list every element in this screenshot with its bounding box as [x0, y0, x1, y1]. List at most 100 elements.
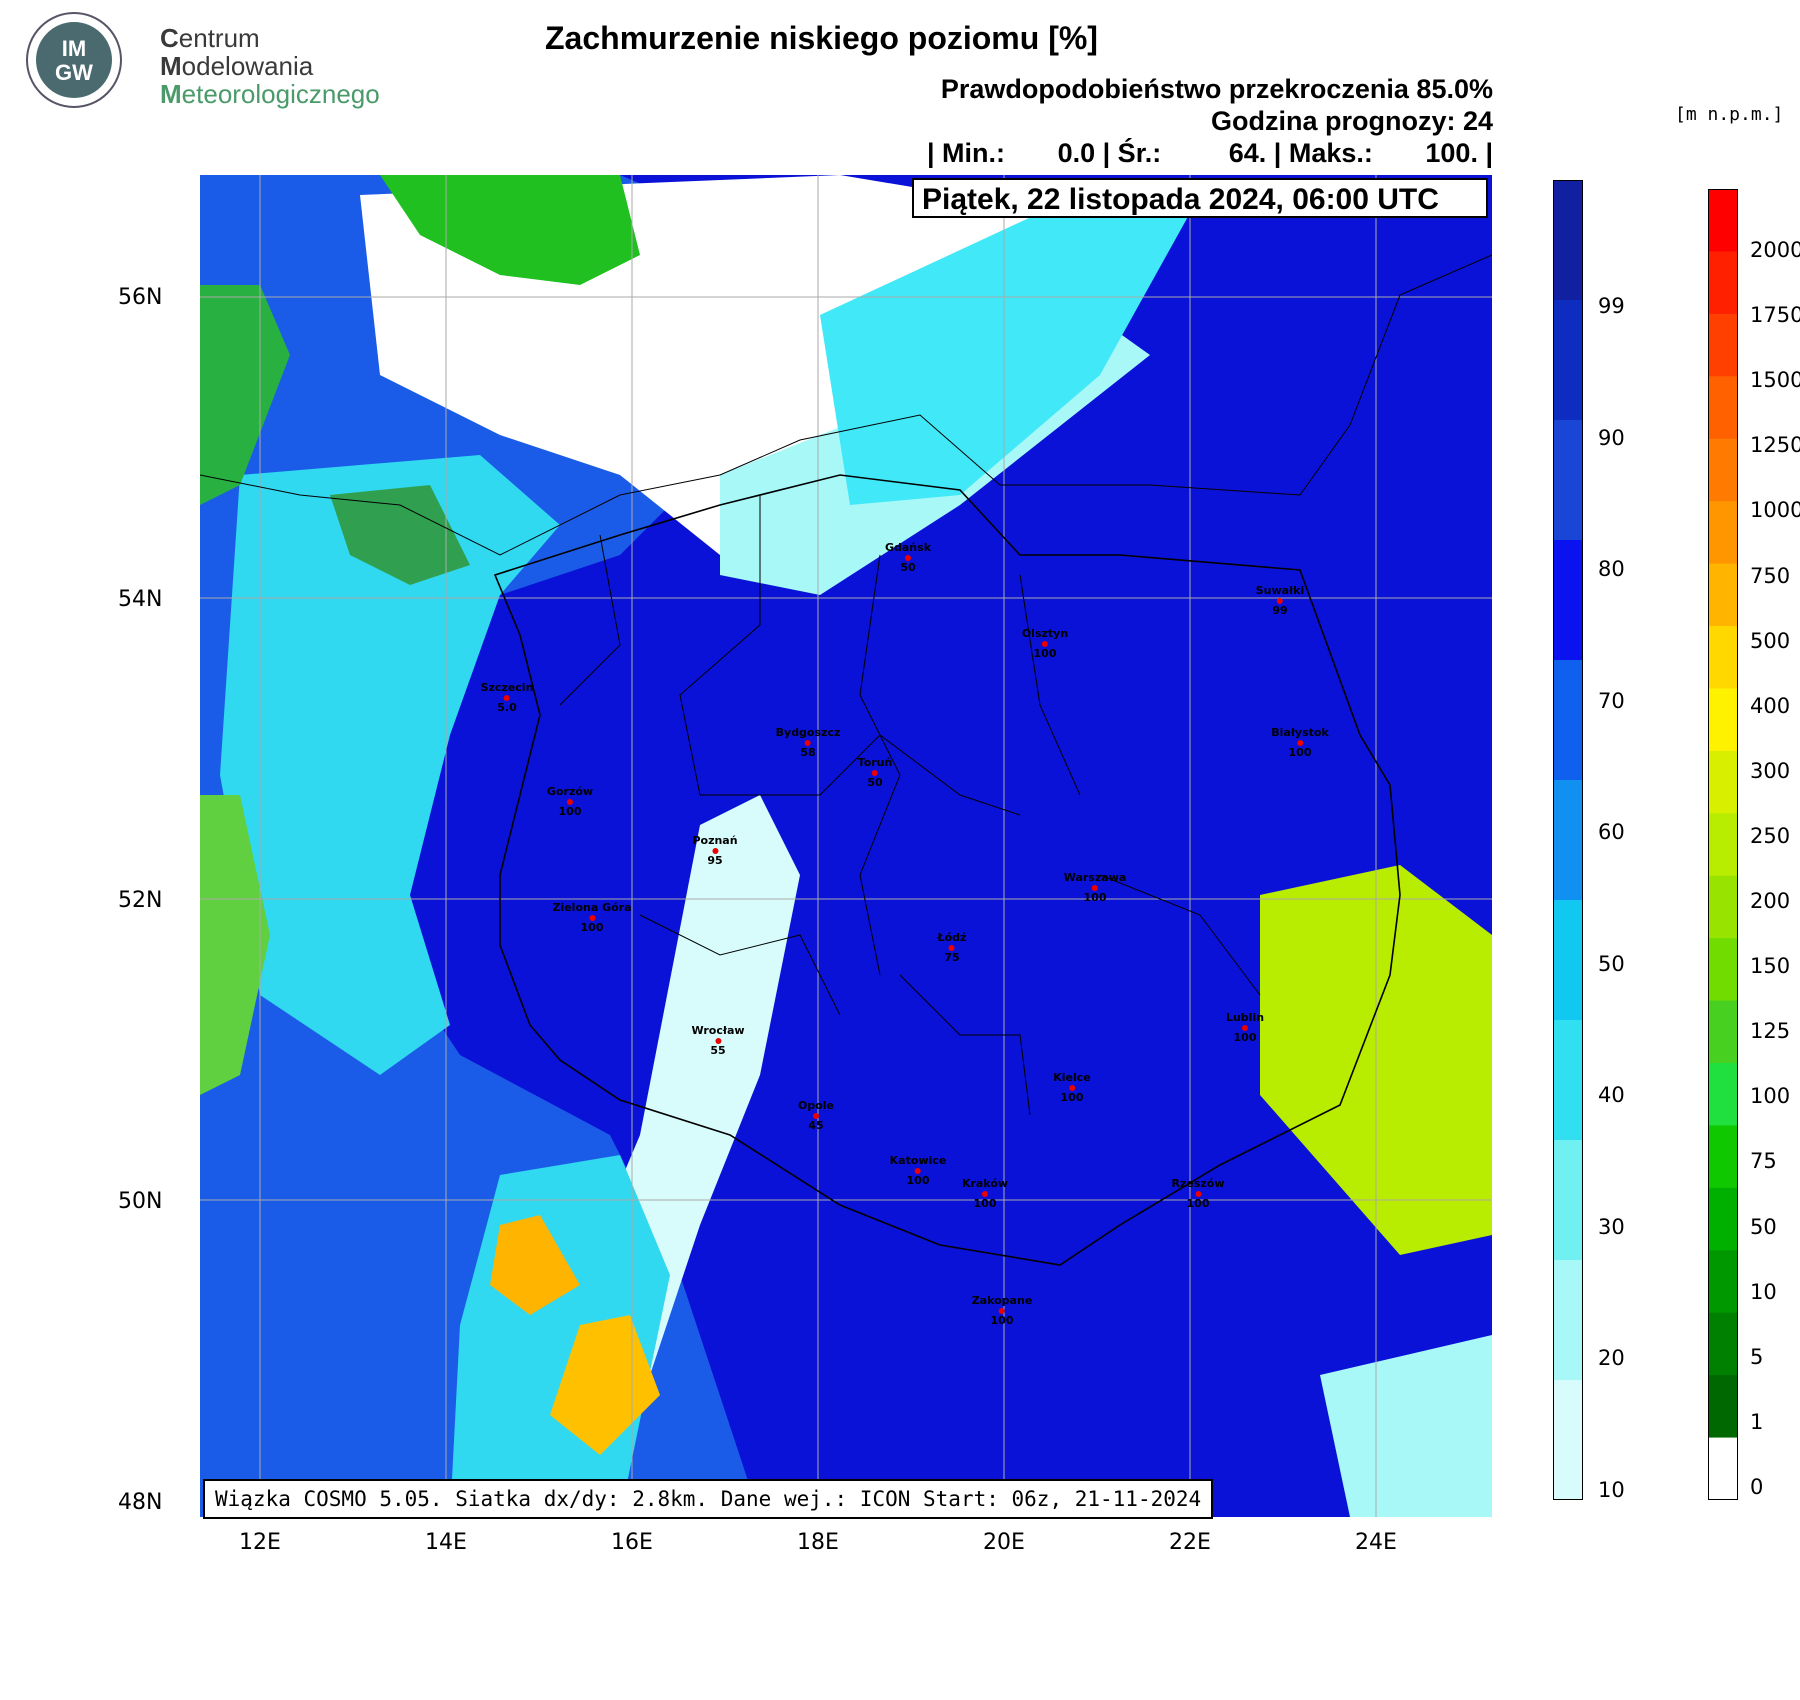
- city-name: Katowice: [889, 1154, 947, 1167]
- terrain-karpaty: [1320, 1335, 1492, 1517]
- region-borders: [559, 495, 1261, 1116]
- city-dot: [714, 1038, 721, 1044]
- imgw-logo: IM GW Centrum Modelowania Meteorologiczn…: [10, 10, 380, 110]
- colorbar-swatch: [1553, 900, 1583, 1021]
- avg-value: 64.: [1228, 138, 1267, 168]
- city-value: 100: [1060, 1091, 1084, 1104]
- city-dot: [812, 1113, 819, 1119]
- colorbar-swatch: [1708, 1000, 1738, 1064]
- city-name: Gorzów: [546, 785, 594, 798]
- colorbar-swatch: [1708, 688, 1738, 752]
- city-value: 58: [800, 746, 816, 759]
- terrain-unit-label: [m n.p.m.]: [1675, 104, 1784, 125]
- cloud-cover-map: [200, 175, 1492, 1517]
- city-dot: [589, 915, 595, 921]
- city-marker: Łódź 75: [938, 932, 967, 964]
- land-rugen: [330, 485, 470, 585]
- land-germany-west: [200, 795, 270, 1095]
- colorbar-tick-label: 1500: [1750, 368, 1800, 393]
- colorbar-tick-label: 300: [1750, 758, 1791, 783]
- colorbar-swatch: [1708, 1063, 1738, 1126]
- city-name: Białystok: [1271, 726, 1329, 739]
- model-info-box: Wiązka COSMO 5.05. Siatka dx/dy: 2.8km. …: [203, 1479, 1214, 1519]
- forecast-date-box: Piątek, 22 listopada 2024, 06:00 UTC: [912, 178, 1488, 218]
- colorbar-tick-label: 1: [1750, 1409, 1764, 1434]
- city-marker: Bydgoszcz 58: [776, 727, 841, 759]
- colorbar-swatch: [1553, 1140, 1583, 1261]
- colorbar-swatch: [1708, 189, 1738, 252]
- colorbar-tick-label: 1000: [1750, 498, 1800, 523]
- city-dot: [905, 555, 911, 561]
- lat-label-50n: 50N: [118, 1189, 163, 1214]
- city-name: Opole: [797, 1099, 835, 1112]
- colorbar-swatch: [1708, 438, 1738, 502]
- city-dot: [566, 799, 573, 805]
- cloud-colorbar: [1553, 180, 1583, 1500]
- colorbar-tick-label: 1250: [1750, 433, 1800, 458]
- colorbar-swatch: [1708, 1187, 1738, 1251]
- colorbar-swatch: [1708, 501, 1738, 565]
- logo-line-1: Centrum: [160, 23, 260, 53]
- city-name: Warszawa: [1063, 871, 1127, 884]
- city-name: Bydgoszcz: [775, 726, 841, 739]
- colorbar-swatch: [1708, 1125, 1738, 1189]
- city-name: Wrocław: [691, 1024, 745, 1037]
- city-dot: [998, 1308, 1005, 1314]
- max-label: | Maks.:: [1273, 138, 1373, 168]
- city-dot: [915, 1168, 921, 1174]
- city-marker: Poznań 95: [692, 835, 737, 867]
- city-marker: Gdańsk 50: [885, 542, 931, 574]
- city-dot: [1194, 1191, 1201, 1197]
- city-dot: [1242, 1025, 1248, 1031]
- lat-label-48n: 48N: [118, 1490, 163, 1515]
- lon-label-24e: 24E: [1355, 1530, 1397, 1555]
- colorbar-tick-label: 0: [1750, 1474, 1764, 1499]
- city-value: 50: [867, 776, 883, 789]
- city-name: Szczecin: [480, 681, 534, 694]
- city-value: 100: [558, 805, 582, 818]
- colorbar-tick-label: 750: [1750, 563, 1791, 588]
- city-name: Kielce: [1053, 1071, 1091, 1084]
- colorbar-tick-label: 125: [1750, 1019, 1791, 1044]
- colorbar-swatch: [1708, 1250, 1738, 1314]
- city-value: 100: [580, 921, 604, 934]
- min-value: 0.0: [1057, 138, 1096, 168]
- colorbar-tick-label: 2000: [1750, 238, 1800, 262]
- city-marker: Białystok 100: [1271, 727, 1329, 759]
- city-name: Łódź: [937, 931, 967, 944]
- colorbar-tick-label: 250: [1750, 823, 1791, 848]
- cyan-band-north: [820, 185, 1200, 505]
- stats-line: | Min.: 0.0 | Śr.: 64. | Maks.: 100. |: [927, 138, 1493, 169]
- colorbar-tick-label: 99: [1598, 294, 1625, 318]
- colorbar-swatch: [1553, 660, 1583, 781]
- colorbar-swatch: [1553, 180, 1583, 301]
- city-marker: Szczecin 5.0: [481, 682, 534, 714]
- colorbar-tick-label: 500: [1750, 628, 1791, 653]
- city-name: Gdańsk: [884, 541, 932, 554]
- baltic-coastline: [200, 254, 1492, 556]
- city-value: 100: [906, 1174, 930, 1187]
- logo-line-2: Modelowania: [160, 51, 314, 81]
- city-dot: [804, 740, 811, 746]
- colorbar-tick-label: 80: [1598, 557, 1625, 581]
- city-name: Toruń: [857, 756, 893, 769]
- city-marker: Lublin 100: [1226, 1012, 1264, 1044]
- city-marker: Suwałki 99: [1256, 585, 1305, 617]
- lon-label-20e: 20E: [983, 1530, 1025, 1555]
- city-dot: [1091, 885, 1098, 891]
- city-value: 100: [1186, 1197, 1210, 1210]
- colorbar-swatch: [1708, 251, 1738, 315]
- colorbar-tick-label: 400: [1750, 693, 1791, 718]
- lon-label-12e: 12E: [239, 1530, 281, 1555]
- city-name: Poznań: [692, 834, 738, 847]
- city-marker: Katowice 100: [890, 1155, 947, 1187]
- city-marker: Warszawa 100: [1064, 872, 1127, 904]
- colorbar-tick-label: 5: [1750, 1344, 1764, 1369]
- land-denmark: [200, 285, 290, 505]
- colorbar-swatch: [1553, 780, 1583, 901]
- colorbar-tick-label: 200: [1750, 889, 1791, 913]
- city-marker: Olsztyn 100: [1022, 628, 1068, 660]
- colorbar-tick-label: 50: [1750, 1214, 1777, 1239]
- city-name: Suwałki: [1255, 584, 1305, 597]
- city-value: 50: [900, 561, 916, 574]
